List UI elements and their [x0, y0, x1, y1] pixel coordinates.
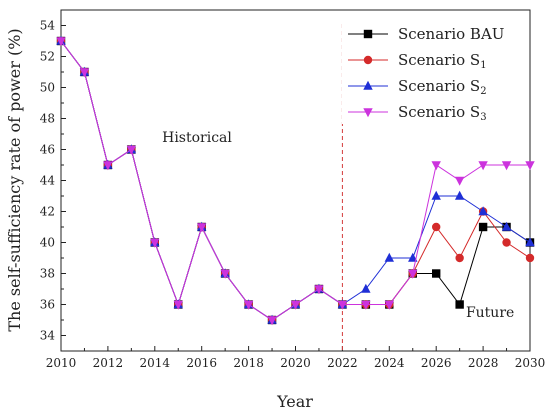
data-point-s3 [103, 161, 113, 171]
y-tick-label: 38 [40, 267, 55, 281]
data-point-s2 [408, 252, 418, 262]
data-point-s3 [197, 223, 207, 233]
data-point-s3 [431, 161, 441, 171]
data-point-s3 [501, 161, 512, 171]
legend-marker [363, 108, 373, 118]
legend: Scenario BAU Scenario S1 Scenario S2 Scenar… [342, 20, 524, 124]
data-point-s2 [431, 190, 441, 200]
y-tick-label: 34 [40, 329, 56, 343]
legend-label-s3: Scenario S3 [398, 103, 487, 123]
annotation-historical: Historical [162, 130, 232, 146]
x-tick-label: 2018 [233, 356, 264, 370]
data-point-s3 [478, 161, 488, 171]
y-tick-label: 44 [40, 174, 56, 188]
series-layer [56, 35, 535, 326]
x-tick-label: 2016 [186, 356, 217, 370]
x-tick-label: 2022 [327, 356, 358, 370]
data-point-s3 [290, 300, 301, 310]
legend-label-bau: Scenario BAU [398, 25, 504, 43]
y-tick-label: 40 [40, 236, 55, 250]
x-tick-label: 2024 [374, 356, 405, 370]
y-tick-label: 36 [40, 298, 55, 312]
data-point-s1 [502, 238, 511, 247]
y-tick-label: 48 [40, 112, 55, 126]
legend-marker [363, 29, 373, 39]
legend-background [342, 20, 524, 124]
data-point-s2 [384, 252, 394, 262]
data-point-s2 [454, 190, 465, 200]
data-point-s2 [501, 221, 512, 231]
data-point-s3 [454, 176, 465, 186]
y-tick-label: 54 [40, 19, 56, 33]
x-tick-label: 2028 [468, 356, 499, 370]
data-point-s1 [432, 222, 441, 232]
x-axis-title: Year [276, 392, 313, 411]
y-axis-title: The self-sufficiency rate of power (%) [5, 28, 24, 331]
data-point-s3 [173, 300, 183, 310]
data-point-s2 [478, 206, 488, 216]
y-tick-label: 42 [40, 205, 55, 219]
legend-marker [363, 80, 373, 90]
data-point-s3 [79, 68, 90, 78]
y-tick-label: 50 [40, 81, 55, 95]
data-point-s3 [314, 285, 324, 295]
axis-ticks: 2010 2012 2014 2016 2018 2020 2022 2024 2026 2028… [40, 19, 546, 371]
x-tick-label: 2010 [46, 356, 77, 370]
data-point-s1 [455, 253, 464, 263]
data-point-s3 [126, 145, 137, 155]
data-point-s3 [337, 300, 348, 310]
data-point-s3 [56, 37, 66, 47]
x-tick-label: 2020 [280, 356, 311, 370]
data-point-bau [432, 269, 441, 278]
x-tick-label: 2014 [140, 356, 171, 370]
y-tick-label: 52 [40, 50, 55, 64]
data-point-s2 [525, 237, 535, 247]
x-tick-label: 2026 [421, 356, 452, 370]
data-point-s3 [384, 300, 394, 310]
data-point-s3 [220, 269, 230, 279]
data-point-s3 [361, 300, 371, 310]
annotation-future: Future [466, 305, 514, 321]
data-point-s3 [525, 161, 535, 171]
legend-label-s2: Scenario S2 [398, 77, 487, 97]
legend-label-s1: Scenario S1 [398, 51, 487, 71]
data-point-bau [455, 300, 464, 309]
data-point-s3 [243, 300, 254, 310]
x-tick-label: 2030 [515, 356, 546, 370]
data-point-bau [478, 222, 488, 232]
x-tick-label: 2012 [93, 356, 124, 370]
series-s3 [56, 37, 535, 326]
legend-marker [363, 55, 373, 65]
data-point-s3 [150, 238, 160, 248]
data-point-s3 [267, 316, 277, 326]
y-tick-label: 46 [40, 143, 55, 157]
data-point-s1 [525, 253, 535, 263]
data-point-s2 [361, 283, 371, 293]
data-point-s3 [408, 269, 418, 279]
